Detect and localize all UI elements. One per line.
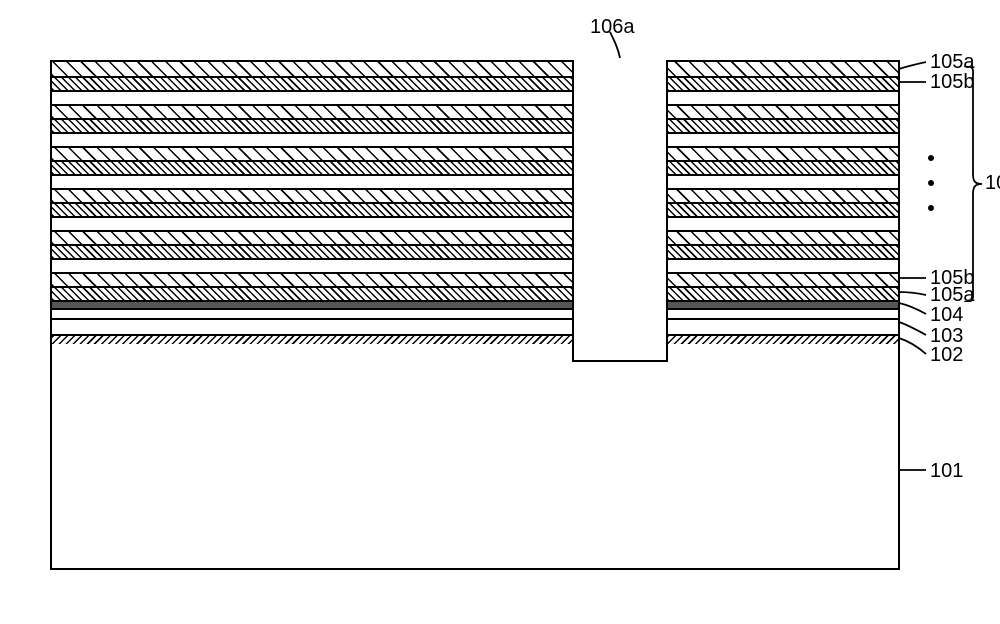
- layer-105a_t1: [52, 104, 898, 118]
- layer-w1: [52, 132, 898, 146]
- layer-102: [52, 334, 898, 344]
- layer-w4: [52, 258, 898, 272]
- layer-w0: [52, 90, 898, 104]
- layer-105a_t0: [52, 62, 898, 76]
- label-105b_top: 105b: [930, 71, 975, 94]
- layer-105b_t0: [52, 76, 898, 90]
- layer-105b_t1: [52, 118, 898, 132]
- layer-105a_t2: [52, 146, 898, 160]
- layer-103: [52, 318, 898, 334]
- layer-w3: [52, 216, 898, 230]
- layer-105a_t4: [52, 230, 898, 244]
- label-102: 102: [930, 344, 963, 367]
- layer-104: [52, 300, 898, 308]
- layer-w_104: [52, 308, 898, 318]
- layer-w2: [52, 174, 898, 188]
- layer-105a_t3: [52, 188, 898, 202]
- label-101: 101: [930, 460, 963, 483]
- device-structure: [50, 60, 900, 570]
- label-106a: 106a: [590, 16, 635, 39]
- diagram-container: 106a105a105b105b105a104103102101105: [20, 20, 1000, 604]
- layer-105b_t4: [52, 244, 898, 258]
- ellipsis-dot: [928, 155, 934, 161]
- layer-105b_b: [52, 272, 898, 286]
- layer-105b_t3: [52, 202, 898, 216]
- layer-105a_b: [52, 286, 898, 300]
- ellipsis-dot: [928, 205, 934, 211]
- layer-105b_t2: [52, 160, 898, 174]
- label-105: 105: [985, 172, 1000, 195]
- ellipsis-dot: [928, 180, 934, 186]
- channel-gap-106a: [572, 60, 668, 362]
- label-104: 104: [930, 304, 963, 327]
